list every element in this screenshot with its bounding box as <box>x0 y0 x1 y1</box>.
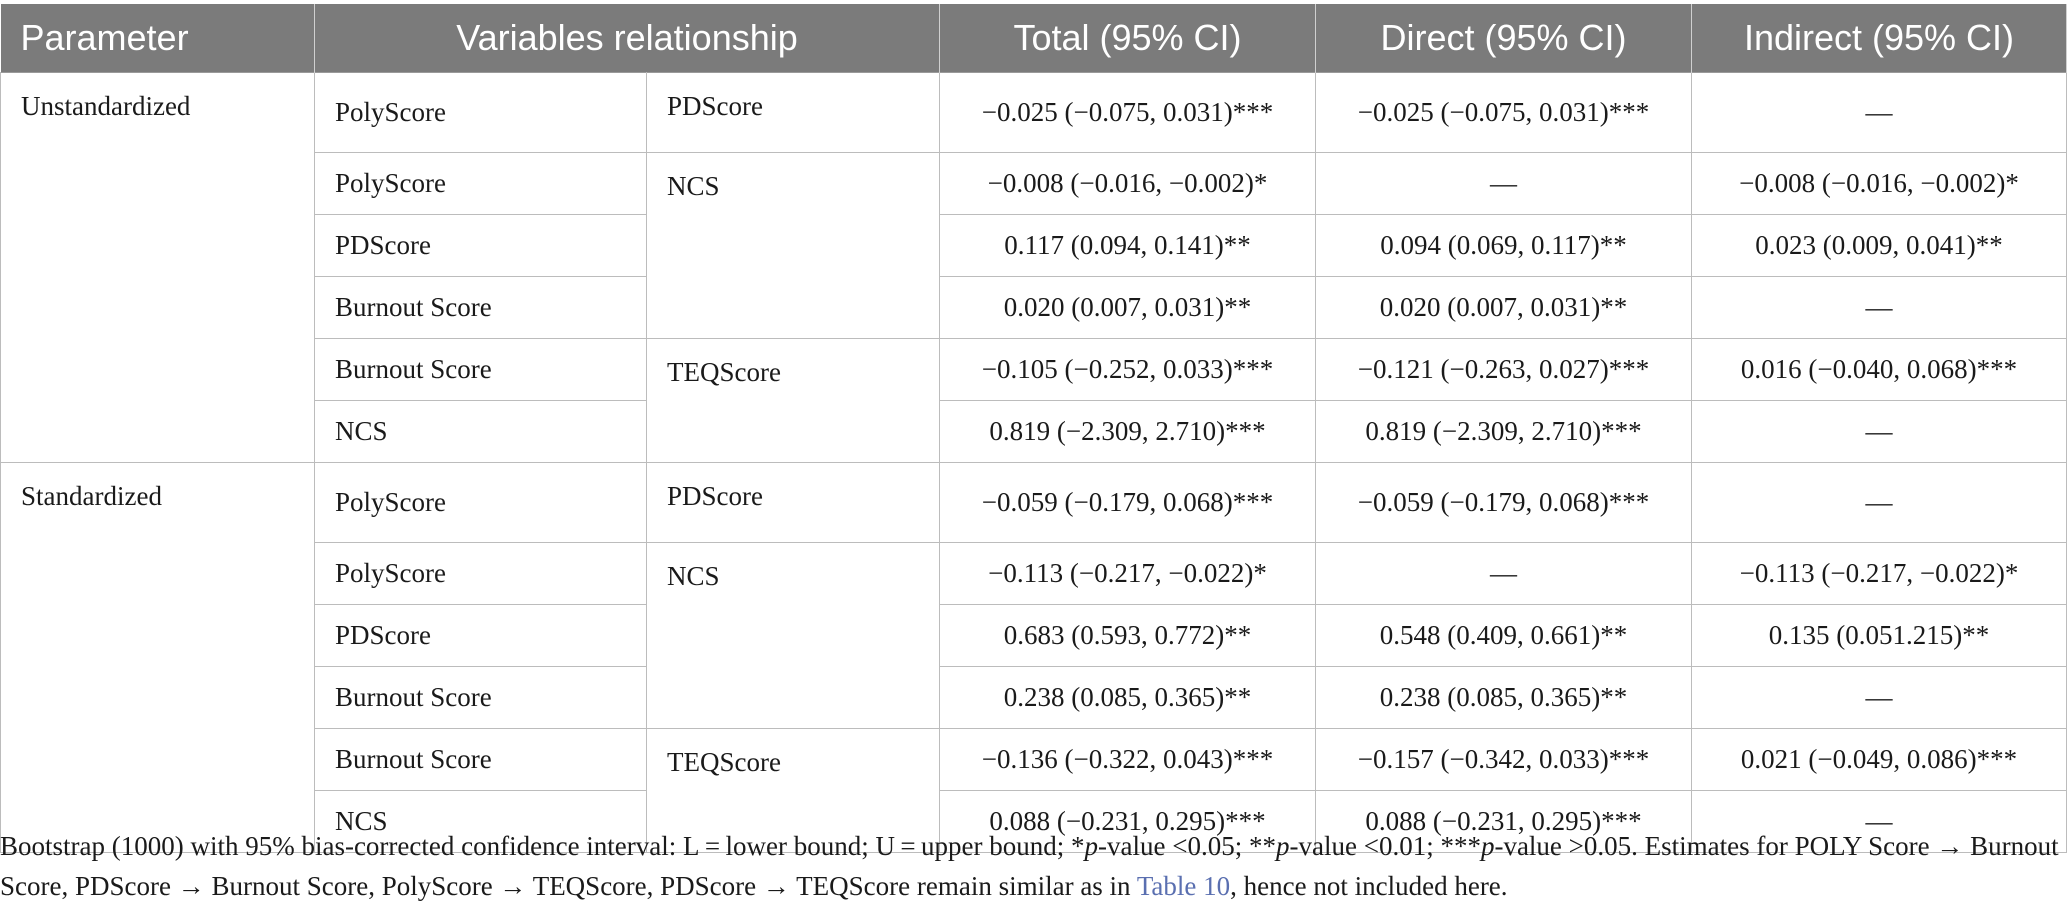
table-row: Burnout Score TEQScore −0.105 (−0.252, 0.0… <box>1 338 2067 463</box>
indirect-effect-cell: — <box>1691 666 2067 729</box>
direct-effect-cell: 0.020 (0.007, 0.031)** <box>1315 276 1692 339</box>
direct-effect-cell: −0.121 (−0.263, 0.027)*** <box>1315 338 1692 401</box>
table-header-row: Parameter Variables relationship Total (… <box>0 4 2067 73</box>
total-effect-cell: 0.117 (0.094, 0.141)** <box>939 214 1316 277</box>
table-10-link[interactable]: Table 10 <box>1136 871 1231 901</box>
header-total: Total (95% CI) <box>939 4 1316 73</box>
predictor-cell: PolyScore <box>314 462 647 543</box>
header-parameter: Parameter <box>0 4 315 73</box>
total-effect-cell: −0.113 (−0.217, −0.022)* <box>939 542 1316 605</box>
indirect-effect-cell: — <box>1691 790 2067 853</box>
total-effect-cell: −0.059 (−0.179, 0.068)*** <box>939 462 1316 543</box>
predictor-cell: PolyScore <box>314 72 647 153</box>
total-effect-cell: −0.105 (−0.252, 0.033)*** <box>939 338 1316 401</box>
outcome-cell: TEQScore <box>646 728 940 853</box>
predictor-cell: Burnout Score <box>314 666 647 729</box>
predictor-cell: Burnout Score <box>314 276 647 339</box>
footnote-p-1: p <box>1084 831 1099 861</box>
outcome-cell: NCS <box>646 152 940 339</box>
table-row: PDScore 0.117 (0.094, 0.141)** 0.094 (0.06… <box>1 214 2067 277</box>
table-row: Burnout Score TEQScore −0.136 (−0.322, 0.0… <box>1 728 2067 853</box>
predictor-cell: Burnout Score <box>314 338 647 401</box>
predictor-cell: PDScore <box>314 604 647 667</box>
indirect-effect-cell: 0.016 (−0.040, 0.068)*** <box>1691 338 2067 401</box>
total-effect-cell: 0.819 (−2.309, 2.710)*** <box>939 400 1316 463</box>
header-direct: Direct (95% CI) <box>1315 4 1692 73</box>
indirect-effect-cell: 0.135 (0.051.215)** <box>1691 604 2067 667</box>
indirect-effect-cell: — <box>1691 276 2067 339</box>
total-effect-cell: 0.088 (−0.231, 0.295)*** <box>939 790 1316 853</box>
predictor-cell: NCS <box>314 790 647 853</box>
indirect-effect-cell: — <box>1691 462 2067 543</box>
table-row: NCS 0.088 (−0.231, 0.295)*** 0.088 (−0.231… <box>1 790 2067 853</box>
direct-effect-cell: 0.238 (0.085, 0.365)** <box>1315 666 1692 729</box>
parameter-cell: Standardized <box>0 462 315 853</box>
table-row: Unstandardized PolyScore PDScore −0.025 (−0… <box>0 72 2067 463</box>
indirect-effect-cell: — <box>1691 400 2067 463</box>
predictor-cell: PolyScore <box>314 152 647 215</box>
indirect-effect-cell: −0.008 (−0.016, −0.002)* <box>1691 152 2067 215</box>
predictor-cell: Burnout Score <box>314 728 647 791</box>
footnote-p-3: p <box>1480 831 1495 861</box>
direct-effect-cell: 0.088 (−0.231, 0.295)*** <box>1315 790 1692 853</box>
total-effect-cell: 0.020 (0.007, 0.031)** <box>939 276 1316 339</box>
indirect-effect-cell: 0.021 (−0.049, 0.086)*** <box>1691 728 2067 791</box>
table-body: Unstandardized PolyScore PDScore −0.025 (−0… <box>0 72 2067 853</box>
footnote-text-3: -value <0.01; *** <box>1289 831 1481 861</box>
direct-effect-cell: −0.025 (−0.075, 0.031)*** <box>1315 72 1692 153</box>
parameter-cell: Unstandardized <box>0 72 315 463</box>
footnote-text-2: -value <0.05; ** <box>1098 831 1276 861</box>
footnote-text-4: -value >0.05. Estimates for POLY Score →… <box>0 831 2059 901</box>
footnote-p-2: p <box>1276 831 1290 861</box>
outcome-cell: PDScore <box>646 462 940 543</box>
outcome-cell: NCS <box>646 542 940 729</box>
table-row: Burnout Score 0.238 (0.085, 0.365)** 0.238… <box>1 666 2067 729</box>
direct-effect-cell: 0.094 (0.069, 0.117)** <box>1315 214 1692 277</box>
total-effect-cell: 0.238 (0.085, 0.365)** <box>939 666 1316 729</box>
predictor-cell: PolyScore <box>314 542 647 605</box>
total-effect-cell: −0.008 (−0.016, −0.002)* <box>939 152 1316 215</box>
footnote-text-1: Bootstrap (1000) with 95% bias-corrected… <box>0 831 1085 861</box>
indirect-effect-cell: −0.113 (−0.217, −0.022)* <box>1691 542 2067 605</box>
direct-effect-cell: −0.059 (−0.179, 0.068)*** <box>1315 462 1692 543</box>
header-variables-relationship: Variables relationship <box>314 4 940 73</box>
direct-effect-cell: 0.819 (−2.309, 2.710)*** <box>1315 400 1692 463</box>
mediation-results-table: Parameter Variables relationship Total (… <box>0 4 2067 853</box>
predictor-cell: NCS <box>314 400 647 463</box>
outcome-cell: TEQScore <box>646 338 940 463</box>
table-row: Standardized PolyScore PDScore −0.059 (−0.1… <box>0 462 2067 853</box>
outcome-cell: PDScore <box>646 72 940 153</box>
total-effect-cell: −0.025 (−0.075, 0.031)*** <box>939 72 1316 153</box>
table-row: PolyScore NCS −0.113 (−0.217, −0.022)* — −0.… <box>1 542 2067 729</box>
indirect-effect-cell: 0.023 (0.009, 0.041)** <box>1691 214 2067 277</box>
direct-effect-cell: — <box>1315 542 1692 605</box>
header-indirect: Indirect (95% CI) <box>1691 4 2067 73</box>
predictor-cell: PDScore <box>314 214 647 277</box>
total-effect-cell: −0.136 (−0.322, 0.043)*** <box>939 728 1316 791</box>
footnote-text-5: , hence not included here. <box>1230 871 1508 901</box>
direct-effect-cell: −0.157 (−0.342, 0.033)*** <box>1315 728 1692 791</box>
results-table-container: Parameter Variables relationship Total (… <box>0 4 2067 853</box>
table-footnote: Bootstrap (1000) with 95% bias-corrected… <box>0 826 2060 906</box>
direct-effect-cell: — <box>1315 152 1692 215</box>
total-effect-cell: 0.683 (0.593, 0.772)** <box>939 604 1316 667</box>
table-row: Burnout Score 0.020 (0.007, 0.031)** 0.020… <box>1 276 2067 339</box>
direct-effect-cell: 0.548 (0.409, 0.661)** <box>1315 604 1692 667</box>
indirect-effect-cell: — <box>1691 72 2067 153</box>
table-row: NCS 0.819 (−2.309, 2.710)*** 0.819 (−2.309… <box>1 400 2067 463</box>
